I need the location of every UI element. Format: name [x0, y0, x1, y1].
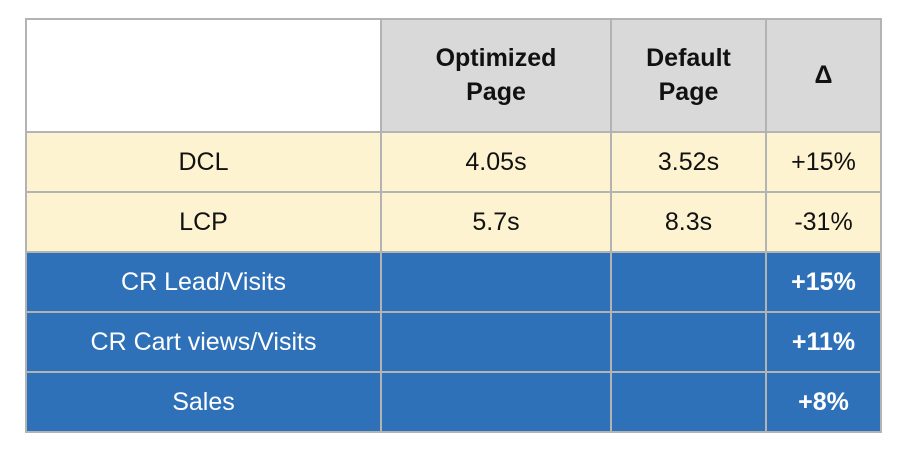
default-cell [610, 311, 767, 373]
header-row: Optimized Page Default Page Δ [25, 18, 882, 133]
metric-text: CR Lead/Visits [121, 267, 286, 296]
table-row: CR Lead/Visits +15% [25, 251, 882, 313]
metric-cell: DCL [25, 131, 382, 193]
header-cell: Default Page [610, 18, 767, 133]
optimized-cell: 5.7s [380, 191, 612, 253]
header-text: Optimized Page [435, 43, 557, 106]
header-text: Δ [814, 61, 833, 89]
table-row: DCL 4.05s 3.52s +15% [25, 131, 882, 193]
metric-cell: Sales [25, 371, 382, 433]
table-row: Sales +8% [25, 371, 882, 433]
metric-cell: CR Lead/Visits [25, 251, 382, 313]
delta-text: +8% [798, 387, 849, 416]
delta-cell: +15% [765, 131, 882, 193]
header-cell: Optimized Page [380, 18, 612, 133]
delta-text: +15% [791, 267, 856, 296]
metric-cell: LCP [25, 191, 382, 253]
default-cell [610, 251, 767, 313]
optimized-cell [380, 371, 612, 433]
optimized-text: 5.7s [472, 207, 520, 236]
metric-text: CR Cart views/Visits [90, 327, 317, 356]
metric-text: Sales [172, 387, 235, 416]
delta-text: -31% [794, 207, 853, 236]
table-row: LCP 5.7s 8.3s -31% [25, 191, 882, 253]
header-cell [25, 18, 382, 133]
optimized-cell [380, 311, 612, 373]
delta-cell: -31% [765, 191, 882, 253]
default-cell: 8.3s [610, 191, 767, 253]
default-text: 3.52s [657, 147, 720, 176]
delta-cell: +8% [765, 371, 882, 433]
header-cell: Δ [765, 18, 882, 133]
optimized-cell [380, 251, 612, 313]
optimized-cell: 4.05s [380, 131, 612, 193]
header-text: Default Page [646, 43, 731, 106]
delta-cell: +15% [765, 251, 882, 313]
default-cell [610, 371, 767, 433]
delta-text: +11% [791, 327, 856, 356]
default-text: 8.3s [664, 207, 713, 236]
table-body: DCL 4.05s 3.52s +15% LCP 5.7s 8.3s -31% CR Lead/… [25, 131, 882, 433]
optimized-text: 4.05s [465, 147, 527, 176]
comparison-table: Optimized Page Default Page Δ DCL 4.05s 3.… [25, 18, 882, 433]
metric-text: DCL [178, 147, 229, 176]
default-cell: 3.52s [610, 131, 767, 193]
delta-text: +15% [791, 147, 856, 176]
delta-cell: +11% [765, 311, 882, 373]
metric-text: LCP [179, 207, 228, 236]
metric-cell: CR Cart views/Visits [25, 311, 382, 373]
table-row: CR Cart views/Visits +11% [25, 311, 882, 373]
